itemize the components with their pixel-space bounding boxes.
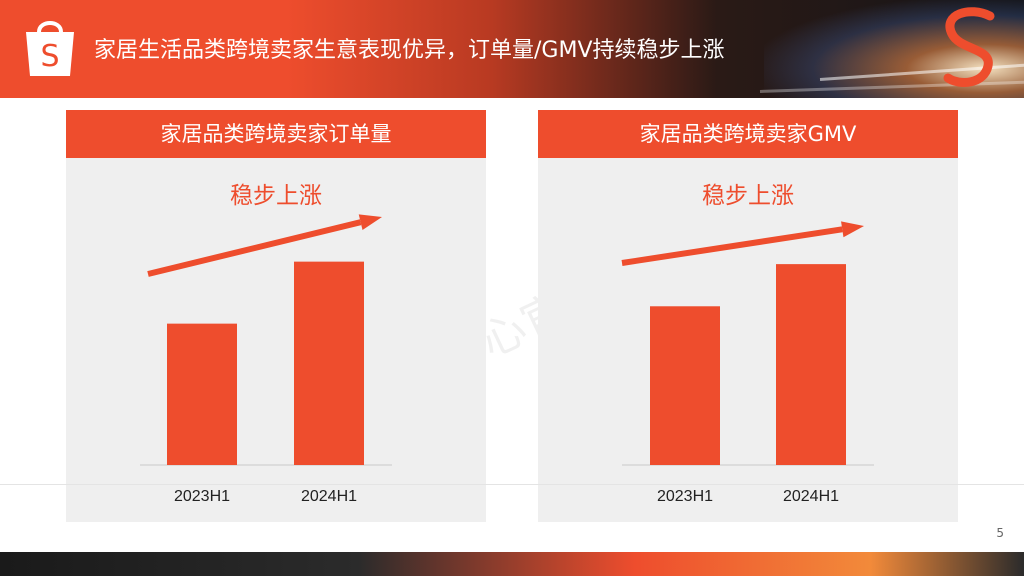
bar-2023H1 — [167, 323, 237, 465]
x-tick-label: 2023H1 — [174, 488, 230, 505]
page-number: 5 — [996, 526, 1004, 540]
trend-arrow-shaft — [621, 226, 843, 266]
x-tick-label: 2023H1 — [657, 488, 713, 505]
bottom-brand-bar — [0, 552, 1024, 576]
shopee-bag-logo-icon: S — [26, 21, 74, 76]
trend-arrow-head — [358, 214, 382, 230]
logo-letter: S — [40, 39, 59, 74]
bar-2023H1 — [650, 306, 720, 465]
chart-title: 家居品类跨境卖家GMV — [538, 110, 958, 158]
trend-arrow-shaft — [147, 219, 362, 277]
x-tick-label: 2024H1 — [301, 488, 357, 505]
bar-chart-orders: 2023H1 2024H1 — [140, 214, 392, 505]
bar-2024H1 — [294, 261, 364, 465]
bar-2024H1 — [776, 264, 846, 465]
header-banner: S 家居生活品类跨境卖家生意表现优异，订单量/GMV持续稳步上涨 — [0, 0, 1024, 98]
chart-panel-orders: 家居品类跨境卖家订单量 稳步上涨 2023H1 2024H1 — [66, 110, 486, 522]
brand-swoosh-icon — [943, 7, 995, 87]
x-tick-label: 2024H1 — [783, 488, 839, 505]
chart-panel-gmv: 家居品类跨境卖家GMV 稳步上涨 2023H1 2024H1 — [538, 110, 958, 522]
bar-chart-gmv: 2023H1 2024H1 — [621, 221, 874, 505]
footer-divider — [0, 484, 1024, 485]
page-title: 家居生活品类跨境卖家生意表现优异，订单量/GMV持续稳步上涨 — [94, 38, 725, 63]
chart-annotation: 稳步上涨 — [230, 183, 322, 209]
trend-arrow-head — [841, 221, 864, 238]
chart-title: 家居品类跨境卖家订单量 — [66, 110, 486, 158]
chart-annotation: 稳步上涨 — [702, 183, 794, 209]
